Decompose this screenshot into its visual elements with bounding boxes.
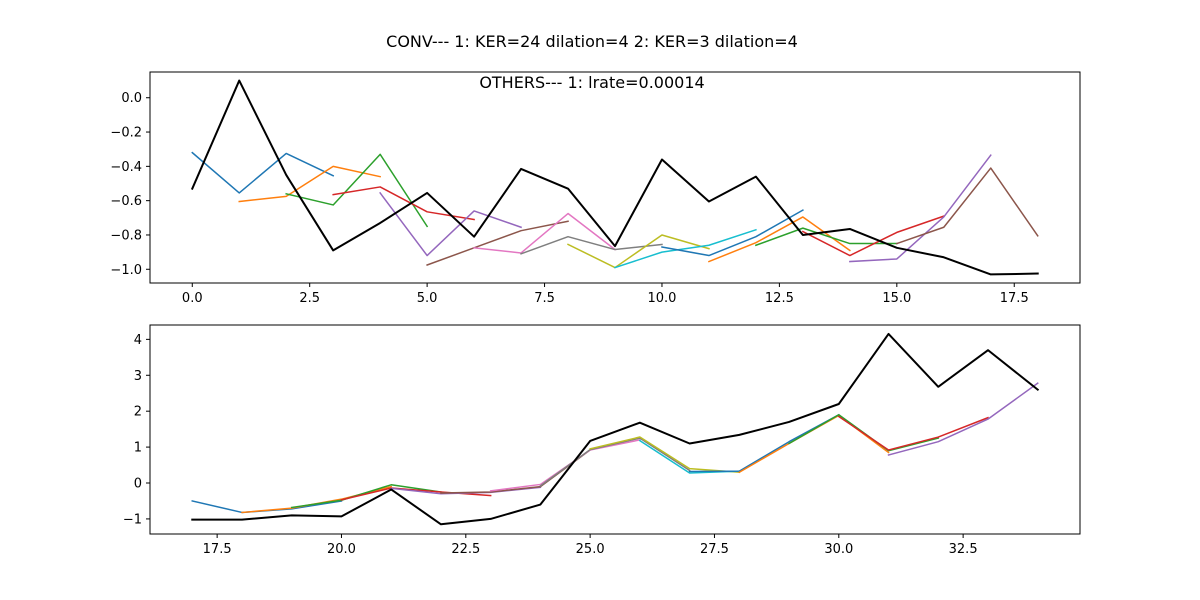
series-line-0: [190, 79, 1039, 276]
y-tick-label: −0.4: [110, 160, 142, 175]
series-line-12: [707, 216, 851, 263]
x-tick-label: 27.5: [700, 542, 729, 557]
y-tick-label: −0.6: [110, 194, 142, 209]
bottom-subplot: 17.5 20.0 22.5 25.0 27.5 30.0 32.5 −1 0 1 2 3 4: [123, 324, 1081, 557]
axes-frame: [149, 324, 1081, 535]
y-tick-label: 3: [134, 369, 142, 384]
y-tick-label: 1: [134, 441, 142, 456]
subplot-title: OTHERS--- 1: lrate=0.00014: [479, 73, 704, 92]
x-tick-label: 22.5: [451, 542, 480, 557]
series-line-1: [191, 151, 335, 194]
series-line-3: [290, 484, 442, 509]
x-tick-label: 7.5: [534, 291, 555, 306]
y-tick-label: −1: [123, 512, 142, 527]
x-tick-label: 10.0: [647, 291, 676, 306]
y-tick-label: −1.0: [110, 263, 142, 278]
series-line-7: [473, 212, 617, 254]
y-tick-label: −0.2: [110, 126, 142, 141]
series-line-15: [887, 382, 1039, 456]
series-line-11: [661, 209, 804, 257]
series-line-14: [801, 215, 945, 257]
axes-frame: [149, 71, 1081, 284]
y-tick-label: 2: [134, 405, 142, 420]
series-line-3: [285, 153, 429, 228]
series-line-0: [191, 332, 1040, 526]
series-line-14: [837, 415, 989, 451]
y-tick-label: 4: [134, 333, 142, 348]
figure-suptitle: CONV--- 1: KER=24 dilation=4 2: KER=3 di…: [386, 32, 798, 51]
x-tick-label: 25.0: [576, 542, 605, 557]
x-tick-label: 30.0: [824, 542, 853, 557]
y-tick-label: −0.8: [110, 228, 142, 243]
series-line-10: [614, 228, 757, 269]
series-line-9: [589, 436, 741, 474]
x-tick-label: 32.5: [949, 542, 978, 557]
x-tick-label: 20.0: [327, 542, 356, 557]
series-line-8: [539, 437, 691, 487]
series-line-5: [379, 191, 523, 257]
top-subplot: 0.0 2.5 5.0 7.5 10.0 12.5 15.0 17.5 −1.0 −0.8 −0.6…: [110, 71, 1081, 306]
x-tick-label: 5.0: [417, 291, 438, 306]
series-line-6: [426, 220, 569, 266]
series-line-8: [520, 235, 663, 255]
series-group: [190, 79, 1039, 276]
series-line-16: [895, 167, 1039, 245]
y-tick-label: 0: [134, 477, 142, 492]
series-line-2: [238, 165, 382, 203]
x-tick-label: 0.0: [182, 291, 203, 306]
x-tick-label: 2.5: [299, 291, 320, 306]
x-tick-label: 17.5: [203, 542, 232, 557]
y-tick-label: 0.0: [121, 91, 142, 106]
series-group: [191, 332, 1040, 526]
series-line-11: [688, 413, 840, 473]
x-tick-label: 17.5: [1000, 291, 1029, 306]
x-tick-label: 12.5: [765, 291, 794, 306]
x-tick-label: 15.0: [882, 291, 911, 306]
series-line-9: [567, 234, 710, 269]
series-line-15: [849, 154, 992, 263]
